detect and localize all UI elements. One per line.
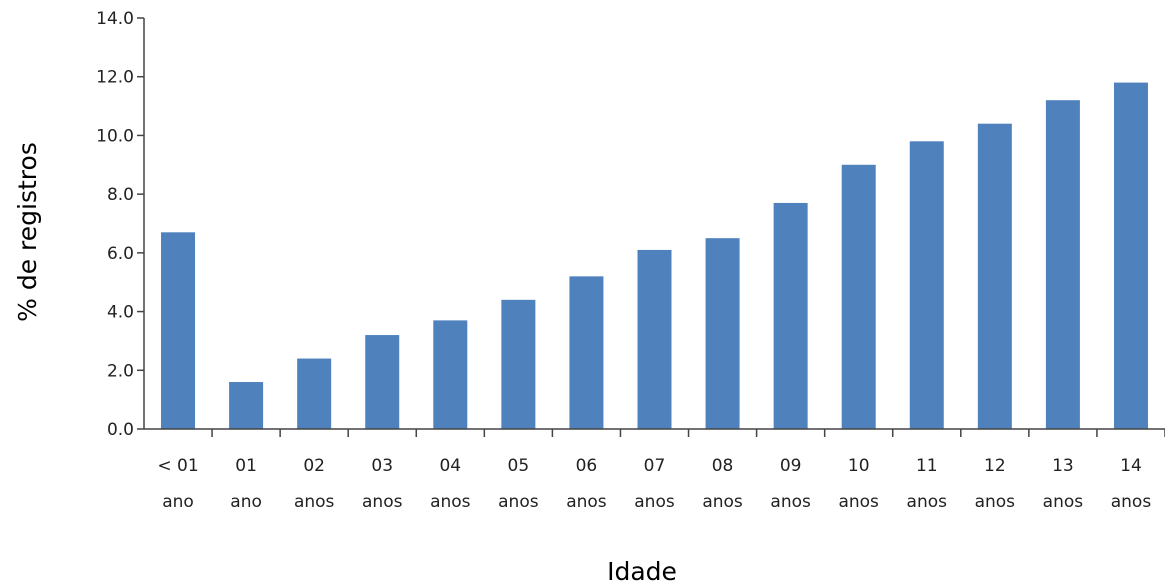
x-axis-ticks: < 01 ano 01 ano 02 anos 03 anos 04 anos 05 anos 06 an…: [157, 429, 1165, 512]
x-tick-label: 13: [1052, 456, 1074, 476]
y-tick-label: 8.0: [107, 185, 134, 205]
x-tick-label: anos: [1043, 492, 1084, 512]
y-tick-label: 14.0: [96, 9, 134, 29]
x-tick-label: < 01: [157, 456, 198, 476]
x-tick-label: anos: [634, 492, 675, 512]
x-tick-label: 05: [508, 456, 530, 476]
x-tick-label: 07: [644, 456, 666, 476]
x-tick-label: anos: [294, 492, 335, 512]
x-tick-label: anos: [430, 492, 471, 512]
x-tick-label: 12: [984, 456, 1006, 476]
bar: [365, 335, 400, 429]
bar: [569, 276, 604, 429]
y-tick-label: 10.0: [96, 126, 134, 146]
y-tick-label: 6.0: [107, 244, 134, 264]
x-tick-label: 02: [303, 456, 325, 476]
x-tick-label: 06: [576, 456, 598, 476]
x-tick-label: ano: [230, 492, 262, 512]
x-tick-label: anos: [770, 492, 811, 512]
x-tick-label: 04: [439, 456, 461, 476]
x-axis-title: Idade: [607, 557, 677, 586]
bars-group: [161, 82, 1148, 430]
y-tick-label: 2.0: [107, 361, 134, 381]
x-tick-label: 09: [780, 456, 802, 476]
x-tick-label: 11: [916, 456, 938, 476]
bar: [501, 299, 536, 429]
bar: [773, 202, 808, 429]
x-tick-label: anos: [566, 492, 607, 512]
y-tick-label: 0.0: [107, 420, 134, 440]
x-tick-label: ano: [162, 492, 194, 512]
bar: [229, 382, 264, 429]
x-tick-label: anos: [702, 492, 743, 512]
y-tick-label: 4.0: [107, 303, 134, 323]
y-axis-title: % de registros: [13, 142, 42, 322]
bar: [977, 123, 1012, 429]
bar: [297, 358, 332, 429]
bar: [705, 238, 740, 429]
x-tick-label: 14: [1120, 456, 1142, 476]
bar: [841, 164, 876, 430]
x-tick-label: 10: [848, 456, 870, 476]
y-tick-label: 12.0: [96, 68, 134, 88]
bar: [1113, 82, 1148, 429]
bar: [1045, 100, 1080, 429]
bar: [433, 320, 468, 429]
x-tick-label: 03: [371, 456, 393, 476]
bar: [909, 141, 944, 430]
bar: [637, 249, 672, 429]
x-tick-label: anos: [975, 492, 1016, 512]
bar: [161, 232, 196, 429]
y-axis-ticks: 0.0 2.0 4.0 6.0 8.0 10.0 12.0 14.0: [96, 9, 144, 440]
x-tick-label: 08: [712, 456, 734, 476]
x-tick-label: anos: [1111, 492, 1152, 512]
x-tick-label: anos: [498, 492, 539, 512]
x-tick-label: anos: [907, 492, 948, 512]
x-tick-label: anos: [362, 492, 403, 512]
x-tick-label: anos: [838, 492, 879, 512]
x-tick-label: 01: [235, 456, 257, 476]
